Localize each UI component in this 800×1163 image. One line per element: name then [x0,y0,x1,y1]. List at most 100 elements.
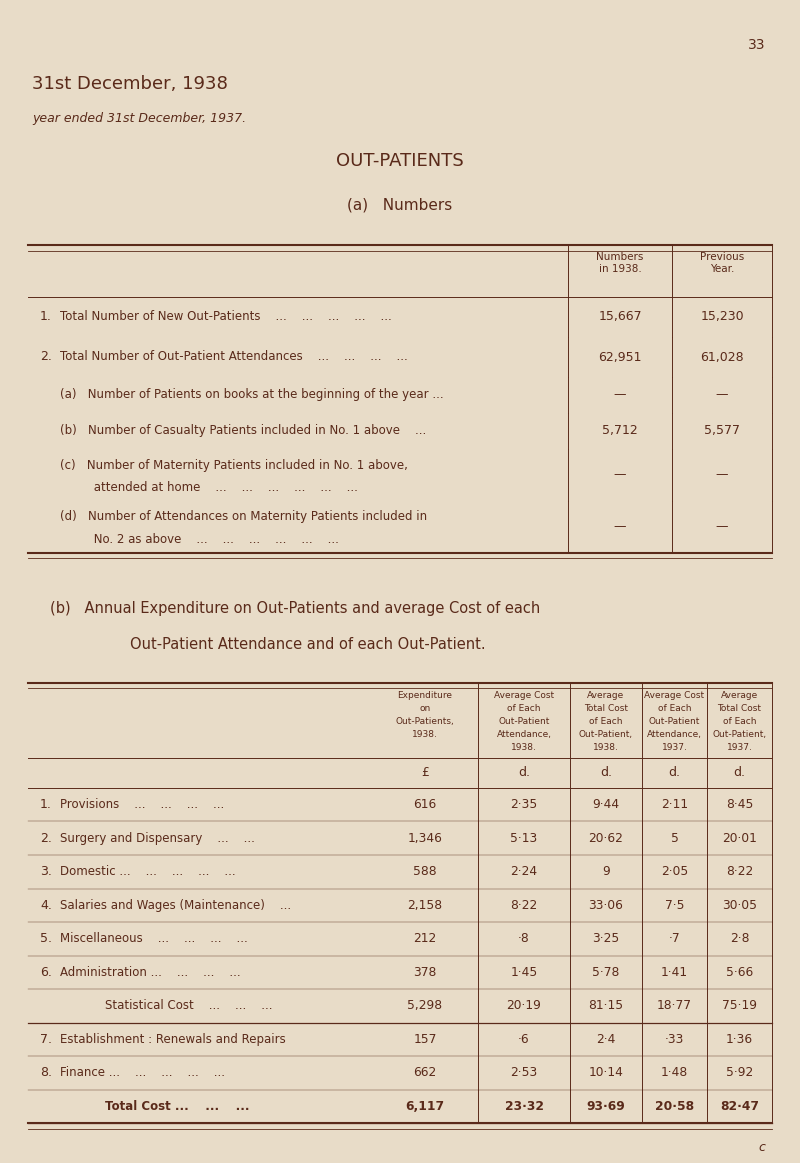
Text: 1937.: 1937. [726,743,753,752]
Text: 2·4: 2·4 [596,1033,616,1046]
Text: Salaries and Wages (Maintenance)    ...: Salaries and Wages (Maintenance) ... [60,899,291,912]
Text: 93·69: 93·69 [586,1100,626,1113]
Text: 5,298: 5,298 [407,999,442,1012]
Text: 23·32: 23·32 [505,1100,543,1113]
Text: 2·53: 2·53 [510,1066,538,1079]
Text: Average: Average [721,691,758,700]
Text: 1938.: 1938. [511,743,537,752]
Text: d.: d. [734,766,746,779]
Text: 31st December, 1938: 31st December, 1938 [32,74,228,93]
Text: —: — [716,388,728,401]
Text: —: — [614,469,626,481]
Text: 2,158: 2,158 [407,899,442,912]
Text: of Each: of Each [722,718,756,726]
Text: (a)   Number of Patients on books at the beginning of the year ...: (a) Number of Patients on books at the b… [60,388,444,401]
Text: 8·45: 8·45 [726,798,753,812]
Text: Attendance,: Attendance, [647,730,702,739]
Text: 33·06: 33·06 [589,899,623,912]
Text: 2.: 2. [40,832,52,844]
Text: 2·35: 2·35 [510,798,538,812]
Text: 5,577: 5,577 [704,424,740,437]
Text: 75·19: 75·19 [722,999,757,1012]
Text: Total Number of New Out-Patients    ...    ...    ...    ...    ...: Total Number of New Out-Patients ... ...… [60,311,392,323]
Text: 588: 588 [413,865,437,878]
Text: ·7: ·7 [669,933,680,946]
Text: 1938.: 1938. [593,743,619,752]
Text: of Each: of Each [507,704,541,713]
Text: d.: d. [600,766,612,779]
Text: £: £ [421,766,429,779]
Text: —: — [614,521,626,534]
Text: (c)   Number of Maternity Patients included in No. 1 above,: (c) Number of Maternity Patients include… [60,458,408,471]
Text: Out-Patient Attendance and of each Out-Patient.: Out-Patient Attendance and of each Out-P… [130,637,486,652]
Text: 8·22: 8·22 [726,865,753,878]
Text: Total Cost: Total Cost [584,704,628,713]
Text: 61,028: 61,028 [700,350,744,364]
Text: Attendance,: Attendance, [497,730,551,739]
Text: Statistical Cost    ...    ...    ...: Statistical Cost ... ... ... [105,999,273,1012]
Text: No. 2 as above    ...    ...    ...    ...    ...    ...: No. 2 as above ... ... ... ... ... ... [60,534,339,547]
Text: d.: d. [518,766,530,779]
Text: 7·5: 7·5 [665,899,684,912]
Text: year ended 31st December, 1937.: year ended 31st December, 1937. [32,112,246,124]
Text: Out-Patient,: Out-Patient, [713,730,766,739]
Text: 10·14: 10·14 [589,1066,623,1079]
Text: Expenditure: Expenditure [398,691,453,700]
Text: Previous
Year.: Previous Year. [700,252,744,273]
Text: (d)   Number of Attendances on Maternity Patients included in: (d) Number of Attendances on Maternity P… [60,511,427,523]
Text: Miscellaneous    ...    ...    ...    ...: Miscellaneous ... ... ... ... [60,933,248,946]
Text: 33: 33 [747,38,765,52]
Text: 212: 212 [414,933,437,946]
Text: 82·47: 82·47 [720,1100,759,1113]
Text: 6,117: 6,117 [406,1100,445,1113]
Text: 1.: 1. [40,311,52,323]
Text: 2.: 2. [40,350,52,364]
Text: Numbers
in 1938.: Numbers in 1938. [596,252,644,273]
Text: —: — [614,388,626,401]
Text: Total Cost: Total Cost [718,704,762,713]
Text: 15,230: 15,230 [700,311,744,323]
Text: of Each: of Each [658,704,691,713]
Text: on: on [419,704,430,713]
Text: —: — [716,469,728,481]
Text: 662: 662 [414,1066,437,1079]
Text: 9·44: 9·44 [593,798,619,812]
Text: attended at home    ...    ...    ...    ...    ...    ...: attended at home ... ... ... ... ... ... [60,481,358,494]
Text: 1938.: 1938. [412,730,438,739]
Text: 3.: 3. [40,865,52,878]
Text: Surgery and Dispensary    ...    ...: Surgery and Dispensary ... ... [60,832,255,844]
Text: 2·05: 2·05 [661,865,688,878]
Text: 81·15: 81·15 [589,999,623,1012]
Text: Out-Patient: Out-Patient [498,718,550,726]
Text: —: — [716,521,728,534]
Text: OUT-PATIENTS: OUT-PATIENTS [336,152,464,170]
Text: 20·01: 20·01 [722,832,757,844]
Text: 2·8: 2·8 [730,933,750,946]
Text: of Each: of Each [590,718,622,726]
Text: Out-Patient,: Out-Patient, [579,730,633,739]
Text: (a)   Numbers: (a) Numbers [347,198,453,213]
Text: Out-Patient: Out-Patient [649,718,700,726]
Text: 20·58: 20·58 [655,1100,694,1113]
Text: 5·78: 5·78 [592,965,620,979]
Text: 2·11: 2·11 [661,798,688,812]
Text: 5·66: 5·66 [726,965,753,979]
Text: 20·62: 20·62 [589,832,623,844]
Text: Provisions    ...    ...    ...    ...: Provisions ... ... ... ... [60,798,224,812]
Text: Out-Patients,: Out-Patients, [396,718,454,726]
Text: Establishment : Renewals and Repairs: Establishment : Renewals and Repairs [60,1033,286,1046]
Text: ·6: ·6 [518,1033,530,1046]
Text: Average: Average [587,691,625,700]
Text: Average Cost: Average Cost [645,691,705,700]
Text: Average Cost: Average Cost [494,691,554,700]
Text: 1937.: 1937. [662,743,687,752]
Text: 5,712: 5,712 [602,424,638,437]
Text: Administration ...    ...    ...    ...: Administration ... ... ... ... [60,965,241,979]
Text: c: c [758,1141,765,1154]
Text: 616: 616 [414,798,437,812]
Text: 1·48: 1·48 [661,1066,688,1079]
Text: 8.: 8. [40,1066,52,1079]
Text: Total Cost ...    ...    ...: Total Cost ... ... ... [105,1100,250,1113]
Text: (b)   Annual Expenditure on Out-Patients and average Cost of each: (b) Annual Expenditure on Out-Patients a… [50,601,540,616]
Text: 1·36: 1·36 [726,1033,753,1046]
